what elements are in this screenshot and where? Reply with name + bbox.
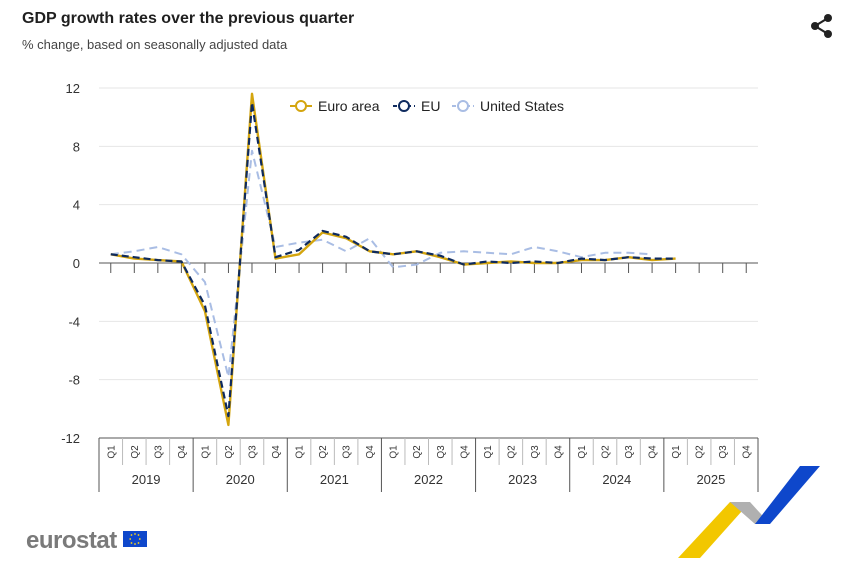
quarter-label: Q2	[506, 445, 517, 459]
legend-label: Euro area	[318, 98, 380, 114]
quarter-label: Q1	[671, 445, 682, 459]
legend: Euro area EU United States	[290, 98, 564, 114]
quarter-label: Q4	[459, 445, 470, 459]
quarter-label: Q1	[577, 445, 588, 459]
quarter-label: Q2	[601, 445, 612, 459]
page-title: GDP growth rates over the previous quart…	[22, 10, 355, 27]
quarter-label: Q3	[436, 445, 447, 459]
quarter-label: Q3	[247, 445, 258, 459]
quarter-label: Q1	[200, 445, 211, 459]
quarter-label: Q3	[342, 445, 353, 459]
y-tick-label: 0	[73, 256, 80, 271]
y-tick-label: 12	[66, 81, 80, 96]
decorative-ribbon	[678, 466, 820, 558]
series-line-0	[110, 92, 676, 427]
year-label: 2024	[602, 472, 631, 487]
share-icon[interactable]	[808, 12, 836, 40]
series-line-1	[110, 101, 676, 418]
quarter-label: Q2	[130, 445, 141, 459]
quarter-label: Q2	[695, 445, 706, 459]
y-tick-label: 4	[73, 198, 80, 213]
quarter-label: Q2	[412, 445, 423, 459]
y-tick-label: -4	[68, 314, 80, 329]
quarter-label: Q3	[718, 445, 729, 459]
quarter-label: Q3	[530, 445, 541, 459]
quarter-label: Q1	[295, 445, 306, 459]
quarter-label: Q4	[177, 445, 188, 459]
quarter-label: Q1	[389, 445, 400, 459]
quarter-label: Q4	[553, 445, 564, 459]
legend-label: EU	[421, 98, 440, 114]
eurostat-logo: eurostat	[26, 527, 117, 554]
quarter-label: Q2	[318, 445, 329, 459]
quarter-label: Q4	[271, 445, 282, 459]
year-label: 2022	[414, 472, 443, 487]
quarter-label: Q1	[106, 445, 117, 459]
year-label: 2023	[508, 472, 537, 487]
legend-marker	[295, 100, 307, 112]
legend-marker	[457, 100, 469, 112]
legend-label: United States	[480, 98, 564, 114]
series-line-2	[110, 149, 653, 378]
y-tick-label: 8	[73, 139, 80, 154]
year-label: 2020	[226, 472, 255, 487]
y-tick-label: -12	[61, 431, 80, 446]
page-subtitle: % change, based on seasonally adjusted d…	[22, 37, 288, 52]
x-axis: Q1 Q2 Q3 Q4 Q1 Q2 Q3 Q4 Q1 Q2 Q3 Q4 Q1 Q2 Q3 Q4 Q1 Q2 Q3 Q4…	[98, 262, 759, 492]
quarter-label: Q4	[365, 445, 376, 459]
series-lines	[110, 92, 676, 427]
quarter-label: Q2	[224, 445, 235, 459]
y-axis: 12 8 4 0 -4 -8 -12	[61, 81, 80, 446]
quarter-label: Q4	[648, 445, 659, 459]
year-label: 2021	[320, 472, 349, 487]
year-label: 2025	[696, 472, 725, 487]
quarter-label: Q3	[153, 445, 164, 459]
legend-marker	[398, 100, 410, 112]
quarter-label: Q4	[742, 445, 753, 459]
y-tick-label: -8	[68, 373, 80, 388]
eu-flag-icon	[123, 531, 147, 547]
quarter-label: Q1	[483, 445, 494, 459]
quarter-label: Q3	[624, 445, 635, 459]
year-label: 2019	[132, 472, 161, 487]
